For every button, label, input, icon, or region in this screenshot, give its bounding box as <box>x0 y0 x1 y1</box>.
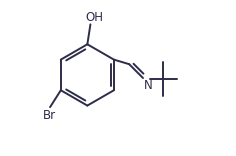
Text: N: N <box>144 79 152 92</box>
Text: Br: Br <box>43 109 56 122</box>
Text: OH: OH <box>85 11 103 24</box>
